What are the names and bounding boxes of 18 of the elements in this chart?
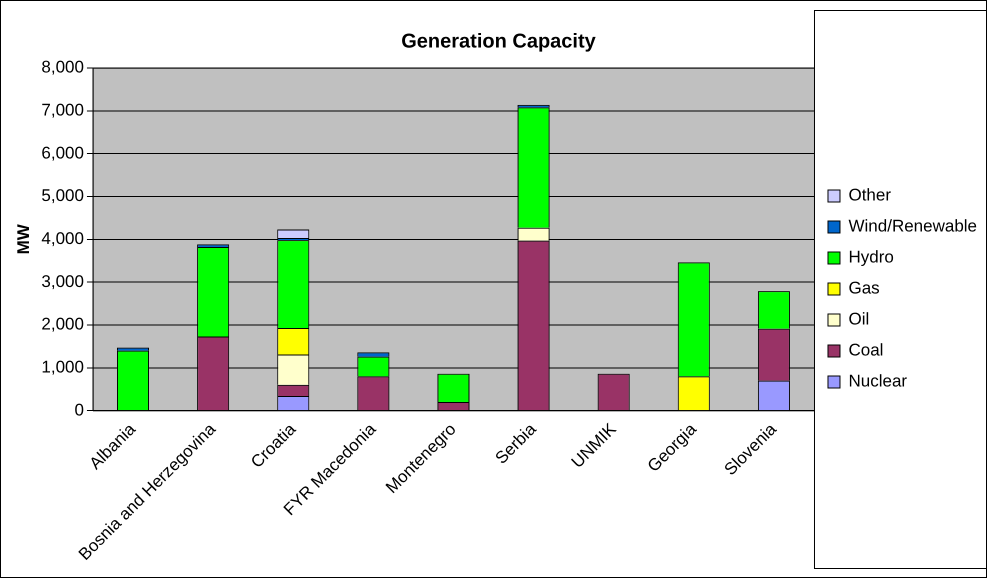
legend-label: Oil — [848, 310, 870, 329]
legend-label: Coal — [848, 340, 884, 360]
legend-label: Wind/Renewable — [848, 216, 978, 236]
y-tick-label: 0 — [74, 400, 84, 420]
y-tick-label: 8,000 — [41, 58, 84, 77]
legend-label: Gas — [848, 278, 880, 298]
y-tick-label: 3,000 — [41, 272, 84, 291]
legend-label: Other — [848, 186, 892, 205]
y-tick-label: 6,000 — [41, 143, 84, 162]
y-tick-label: 7,000 — [41, 100, 84, 120]
y-tick-label: 1,000 — [41, 357, 84, 376]
y-axis-title: MW — [14, 223, 33, 254]
legend-label: Hydro — [848, 248, 894, 267]
y-tick-label: 2,000 — [41, 314, 84, 334]
y-tick-label: 4,000 — [41, 228, 84, 248]
y-tick-label: 5,000 — [41, 186, 84, 206]
chart-title: Generation Capacity — [401, 30, 597, 53]
legend-label: Nuclear — [848, 372, 908, 391]
